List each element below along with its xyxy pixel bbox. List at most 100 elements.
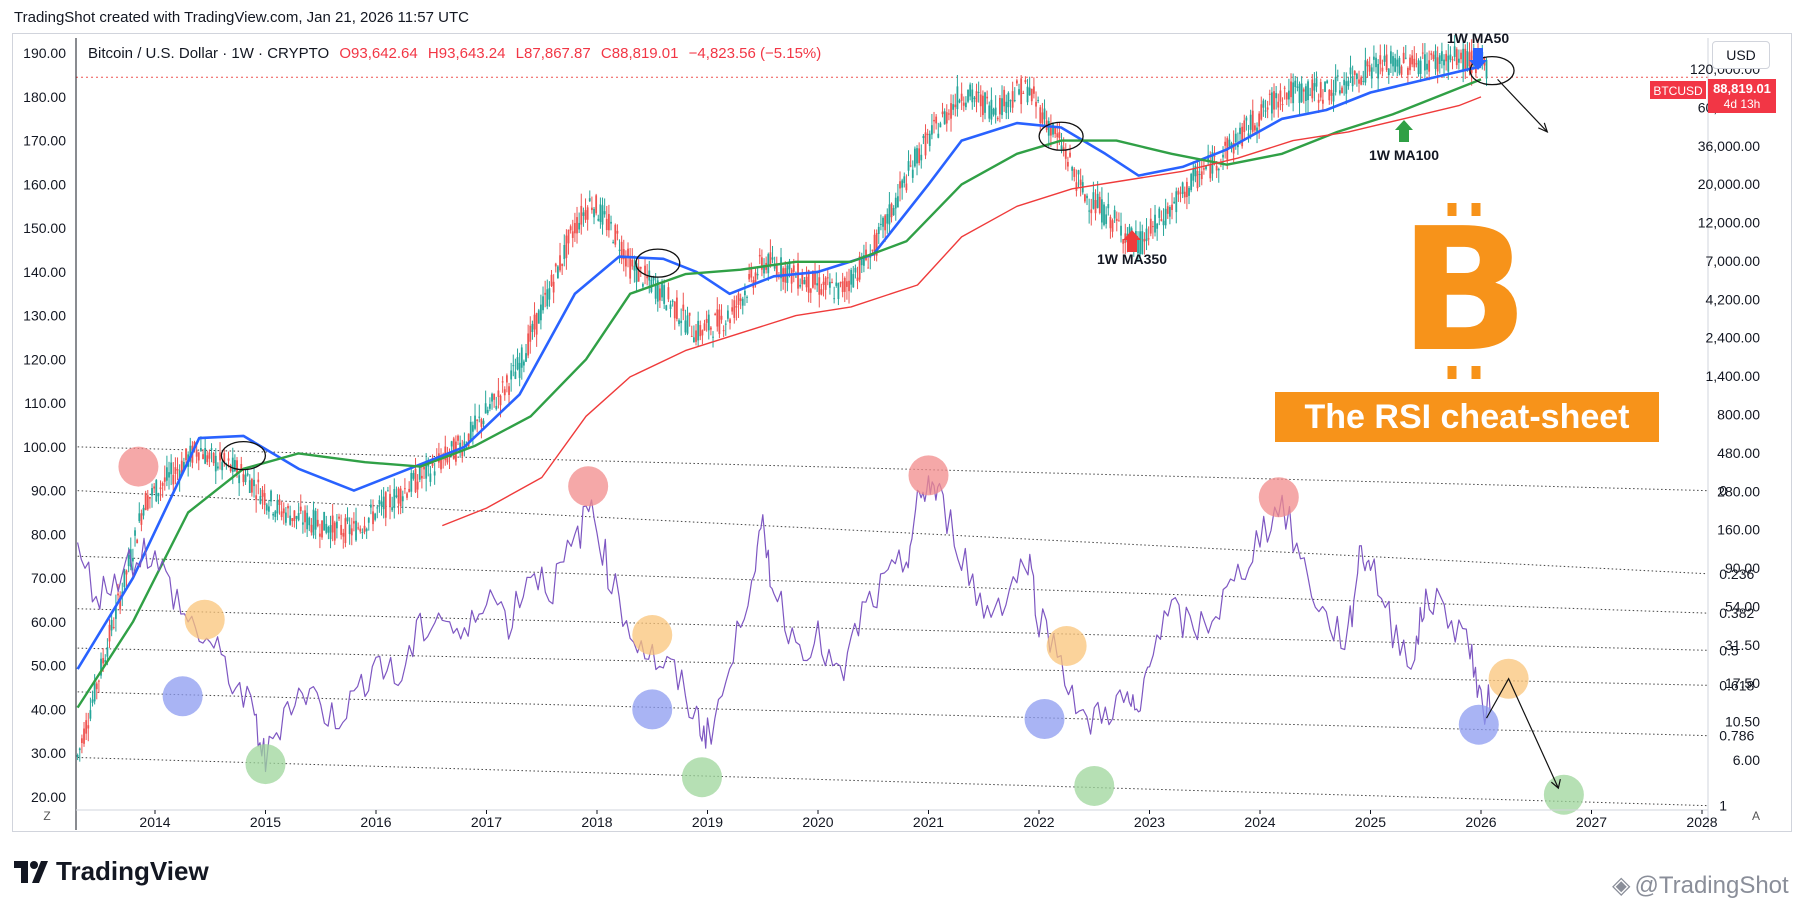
price-candle-body	[652, 277, 655, 281]
price-candle-body	[153, 486, 156, 489]
price-candle-body	[208, 452, 211, 459]
price-candle-body	[1277, 101, 1280, 108]
highlight-ellipse	[635, 248, 681, 278]
price-candle-body	[85, 720, 88, 734]
price-candle-body	[588, 198, 591, 202]
price-candle-body	[168, 472, 170, 478]
price-candle-body	[265, 504, 268, 511]
price-candle-body	[631, 259, 634, 267]
price-candle-body	[1341, 87, 1343, 94]
price-candle-body	[127, 555, 130, 567]
price-candle-body	[327, 526, 330, 533]
price-projection-arrow	[1497, 78, 1548, 133]
x-tick-label: 2015	[250, 814, 281, 830]
price-candle-body	[387, 490, 389, 492]
price-candle-body	[673, 301, 676, 319]
price-candle-body	[1347, 80, 1350, 87]
price-candle-body	[814, 272, 816, 285]
fib-level-label: 0	[1719, 483, 1727, 499]
price-candle-body	[569, 226, 572, 231]
ticker-tag	[1650, 81, 1706, 99]
price-candle-body	[1113, 210, 1116, 219]
right-tick-label: 31.50	[1725, 637, 1760, 653]
price-candle-body	[440, 459, 442, 470]
price-candle-body	[189, 445, 192, 462]
price-candle-body	[535, 313, 538, 335]
price-candle-body	[1158, 208, 1161, 218]
price-candle-body	[1156, 223, 1159, 229]
price-candle-body	[255, 495, 258, 500]
price-candle-body	[994, 107, 997, 116]
price-candle-body	[818, 277, 821, 295]
price-candle-body	[559, 255, 561, 271]
price-candle-body	[1160, 218, 1163, 222]
price-candle-body	[1413, 58, 1416, 68]
price-candle-body	[1434, 50, 1437, 69]
chart-frame	[12, 33, 1792, 832]
price-candle-body	[1428, 60, 1431, 72]
price-candle-body	[1224, 141, 1227, 146]
price-candle-body	[523, 361, 525, 366]
right-tick-label: 4,200.00	[1706, 291, 1761, 307]
price-candle-body	[1364, 60, 1367, 83]
price-candle-body	[425, 461, 428, 479]
currency-button[interactable]: USD	[1712, 41, 1770, 69]
auto-scale-left-button[interactable]: Z	[43, 809, 51, 823]
price-candle-body	[1030, 88, 1033, 102]
price-candle-body	[1402, 52, 1405, 63]
price-candle-body	[276, 500, 279, 514]
price-candle-body	[412, 473, 415, 479]
symbol-info: Bitcoin / U.S. Dollar · 1W · CRYPTO O93,…	[88, 45, 821, 62]
price-candle-body	[605, 218, 608, 231]
price-candle-body	[469, 421, 472, 440]
price-candle-body	[616, 230, 619, 234]
ma50-label: 1W MA50	[1447, 30, 1509, 46]
left-tick-label: 170.00	[23, 133, 66, 149]
price-candle-body	[1392, 56, 1394, 67]
ma100-line	[76, 78, 1482, 709]
price-candle-body	[958, 100, 961, 103]
price-candle-body	[533, 314, 536, 330]
price-candle-body	[217, 466, 219, 469]
price-candle-body	[389, 493, 391, 508]
x-tick-label: 2023	[1134, 814, 1165, 830]
ma100-arrow	[1395, 120, 1413, 142]
price-candle-body	[1064, 150, 1067, 159]
price-candle-body	[854, 267, 857, 273]
tradingview-logo[interactable]: TradingView	[14, 856, 209, 887]
price-candle-body	[246, 473, 249, 476]
price-candle-body	[884, 215, 887, 231]
price-candle-body	[1302, 89, 1305, 92]
price-candle-body	[882, 217, 884, 227]
price-candle-body	[93, 679, 96, 702]
price-candle-body	[867, 267, 870, 269]
price-candle-body	[595, 195, 598, 214]
price-candle-body	[263, 493, 266, 505]
price-candle-body	[1324, 81, 1326, 92]
auto-scale-right-button[interactable]: A	[1751, 809, 1760, 823]
price-candle-body	[240, 463, 243, 470]
price-candle-body	[450, 441, 453, 447]
x-tick-label: 2024	[1244, 814, 1275, 830]
price-candle-body	[112, 627, 115, 629]
price-candle-body	[370, 504, 372, 508]
price-candle-body	[210, 448, 213, 450]
price-candle-body	[1453, 46, 1456, 57]
price-candle-body	[1222, 154, 1224, 158]
price-candle-body	[1022, 92, 1025, 94]
left-tick-label: 100.00	[23, 439, 66, 455]
price-candle-body	[476, 419, 479, 421]
price-candle-body	[820, 289, 823, 295]
price-candle-body	[1020, 78, 1023, 105]
price-candle-body	[1096, 193, 1099, 208]
price-candle-body	[703, 323, 706, 331]
price-candle-body	[686, 315, 689, 334]
price-candle-body	[319, 533, 321, 537]
price-candle-body	[482, 420, 485, 425]
price-candle-body	[567, 229, 570, 244]
price-candle-body	[1404, 57, 1407, 59]
price-candle-body	[571, 231, 574, 238]
price-candle-body	[1171, 204, 1173, 210]
price-candle-body	[142, 507, 145, 516]
